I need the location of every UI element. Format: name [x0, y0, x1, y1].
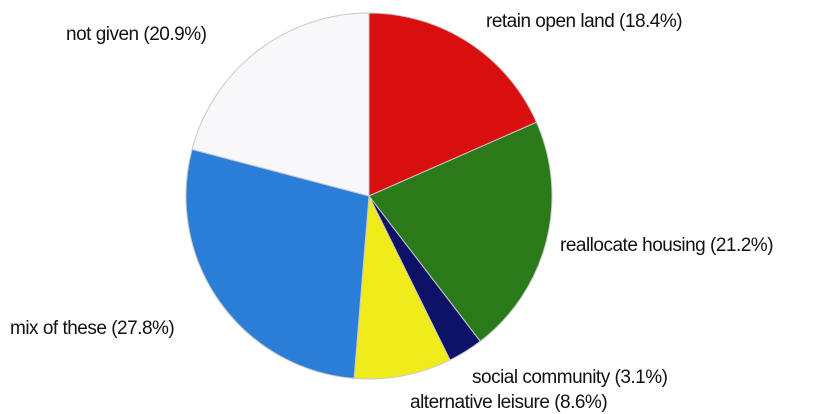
- pie-slices: [185, 12, 553, 380]
- pie-slice-label-4: alternative leisure (8.6%): [410, 392, 607, 413]
- pie-labels: retain open land (18.4%) reallocate housi…: [10, 11, 774, 413]
- pie-slice-5: [185, 148, 370, 379]
- pie-slice-label-3: social community (3.1%): [472, 367, 668, 388]
- pie-slice-2: [368, 121, 553, 343]
- pie-slice-label-6: not given (20.9%): [66, 24, 207, 45]
- pie-slice-1: [368, 12, 538, 197]
- pie-slice-label-2: reallocate housing (21.2%): [560, 235, 773, 256]
- pie-slice-6: [191, 12, 370, 197]
- pie-slice-4: [353, 194, 451, 380]
- pie-slice-label-5: mix of these (27.8%): [10, 318, 174, 339]
- pie-slice-label-1: retain open land (18.4%): [486, 11, 682, 32]
